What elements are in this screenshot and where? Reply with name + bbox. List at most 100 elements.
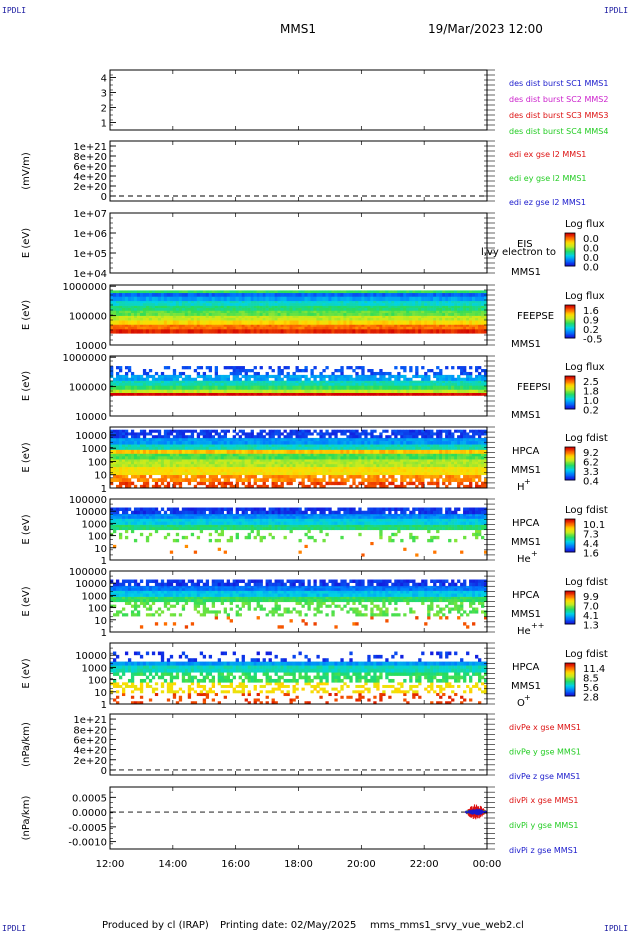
spectrogram-cell — [118, 366, 123, 370]
spectrogram-cell — [427, 459, 431, 462]
spectrogram-cell — [322, 484, 326, 489]
spectrogram-cell — [226, 317, 230, 321]
spectrogram-cell — [412, 469, 416, 473]
spectrogram-cell — [379, 374, 383, 379]
spectrogram-cell — [337, 446, 341, 450]
spectrogram-cell — [364, 380, 368, 384]
spectrogram-cell — [301, 446, 305, 450]
spectrogram-cell — [349, 317, 353, 321]
spectrogram-cell — [439, 444, 443, 448]
spectrogram-cell — [307, 317, 311, 321]
spectrogram-cell — [481, 313, 485, 316]
spectrogram-cell — [127, 296, 132, 302]
spectrogram-cell — [394, 478, 398, 482]
spectrogram-cell — [205, 324, 210, 328]
spectrogram-cell — [208, 374, 213, 379]
spectrogram-cell — [250, 446, 254, 450]
spectrogram-cell — [469, 320, 473, 325]
spectrogram-cell — [436, 385, 440, 390]
spectrogram-cell — [205, 329, 210, 334]
spectrogram-cell — [394, 385, 398, 390]
spectrogram-cell — [220, 305, 224, 309]
spectrogram-cell — [436, 481, 440, 486]
spectrogram-cell — [463, 389, 467, 394]
spectrogram-cell — [412, 453, 416, 457]
spectrogram-cell — [334, 317, 338, 321]
spectrogram-cell — [298, 377, 302, 381]
spectrogram-cell — [217, 444, 221, 448]
spectrogram-cell — [328, 472, 332, 476]
spectrogram-cell — [307, 329, 311, 334]
spectrogram-cell — [418, 392, 422, 396]
spectrogram-cell — [184, 317, 189, 321]
spectrogram-cell — [421, 383, 425, 386]
spectrogram-cell — [292, 383, 296, 386]
spectrogram-cell — [178, 324, 183, 328]
spectrogram-cell — [139, 446, 144, 450]
spectrogram-cell — [343, 456, 347, 460]
spectrogram-cell — [142, 449, 147, 454]
spectrogram-cell — [469, 290, 473, 294]
spectrogram-cell — [124, 456, 129, 460]
spectrogram-cell — [307, 377, 311, 381]
spectrogram-cell — [448, 461, 452, 465]
spectrogram-cell — [298, 320, 302, 325]
spectrogram-cell — [385, 472, 389, 476]
spectrogram-cell — [436, 371, 440, 376]
spectrogram-cell — [418, 383, 422, 386]
spectrogram-cell — [145, 383, 150, 386]
spectrogram-cell — [160, 469, 165, 473]
spectrogram-cell — [166, 324, 171, 328]
feepsi-spectrogram — [110, 366, 488, 396]
spectrogram-cell — [373, 478, 377, 482]
spectrogram-cell — [475, 315, 479, 319]
spectrogram-cell — [172, 296, 177, 302]
spectrogram-cell — [118, 453, 123, 457]
spectrogram-cell — [460, 389, 464, 394]
spectrogram-cell — [310, 324, 314, 328]
spectrogram-cell — [235, 481, 239, 486]
spectrogram-cell — [121, 444, 126, 448]
spectrogram-cell — [295, 296, 299, 302]
spectrogram-cell — [175, 389, 180, 394]
spectrogram-cell — [115, 326, 120, 330]
spectrogram-cell — [241, 366, 245, 370]
spectrogram-cell — [280, 453, 284, 457]
spectrogram-cell — [328, 303, 332, 306]
spectrogram-cell — [241, 444, 245, 448]
spectrogram-cell — [202, 453, 207, 457]
spectrogram-cell — [436, 474, 440, 479]
spectrogram-cell — [319, 292, 323, 297]
spectrogram-cell — [469, 472, 473, 476]
spectrogram-cell — [178, 484, 183, 489]
spectrogram-cell — [409, 461, 413, 465]
spectrogram-cell — [412, 380, 416, 384]
colorbar-cell — [565, 380, 575, 382]
spectrogram-cell — [358, 456, 362, 460]
spectrogram-cell — [421, 315, 425, 319]
spectrogram-cell — [418, 469, 422, 473]
spectrogram-cell — [433, 464, 437, 468]
spectrogram-cell — [355, 305, 359, 309]
spectrogram-cell — [343, 472, 347, 476]
spectrogram-cell — [442, 456, 446, 460]
spectrogram-cell — [400, 313, 404, 316]
spectrogram-cell — [481, 317, 485, 321]
spectrogram-cell — [196, 313, 201, 316]
spectrogram-cell — [361, 466, 365, 470]
spectrogram-cell — [322, 300, 326, 304]
spectrogram-cell — [457, 313, 461, 316]
spectrogram-cell — [268, 380, 272, 384]
spectrogram-cell — [418, 459, 422, 462]
spectrogram-cell — [463, 484, 467, 489]
spectrogram-cell — [313, 300, 317, 304]
spectrogram-cell — [277, 392, 281, 396]
spectrogram-cell — [232, 383, 236, 386]
spectrogram-cell — [118, 472, 123, 476]
spectrogram-cell — [310, 317, 314, 321]
spectrogram-cell — [250, 296, 254, 302]
spectrogram-cell — [481, 449, 485, 454]
spectrogram-cell — [397, 449, 401, 454]
spectrogram-cell — [421, 374, 425, 379]
spectrogram-cell — [385, 464, 389, 468]
